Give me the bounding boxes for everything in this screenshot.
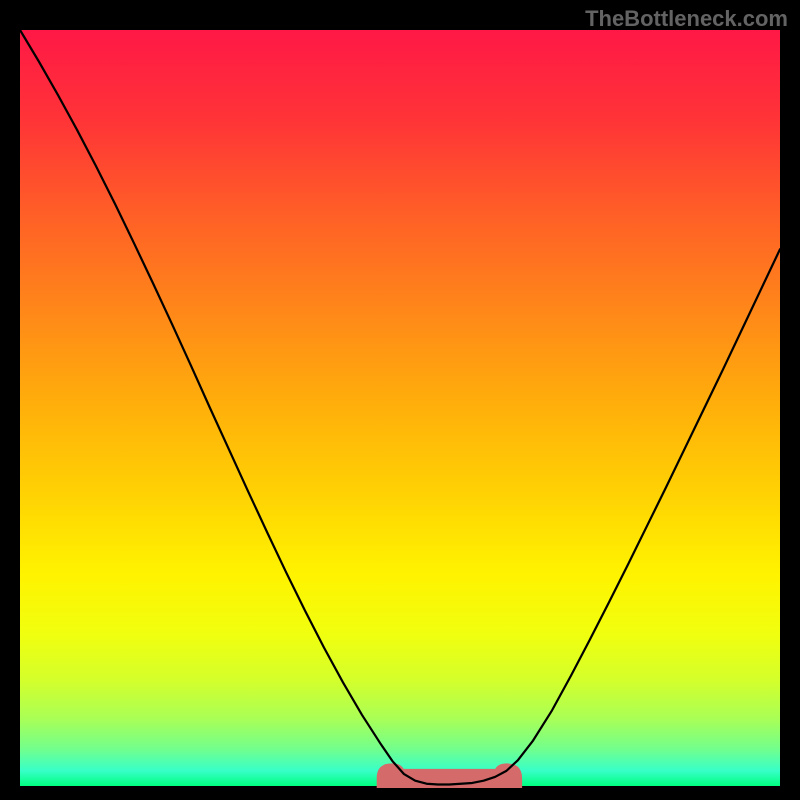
watermark-text: TheBottleneck.com xyxy=(585,6,788,32)
plot-gradient-background xyxy=(20,30,780,786)
bottleneck-chart xyxy=(0,0,800,800)
chart-container: TheBottleneck.com xyxy=(0,0,800,800)
